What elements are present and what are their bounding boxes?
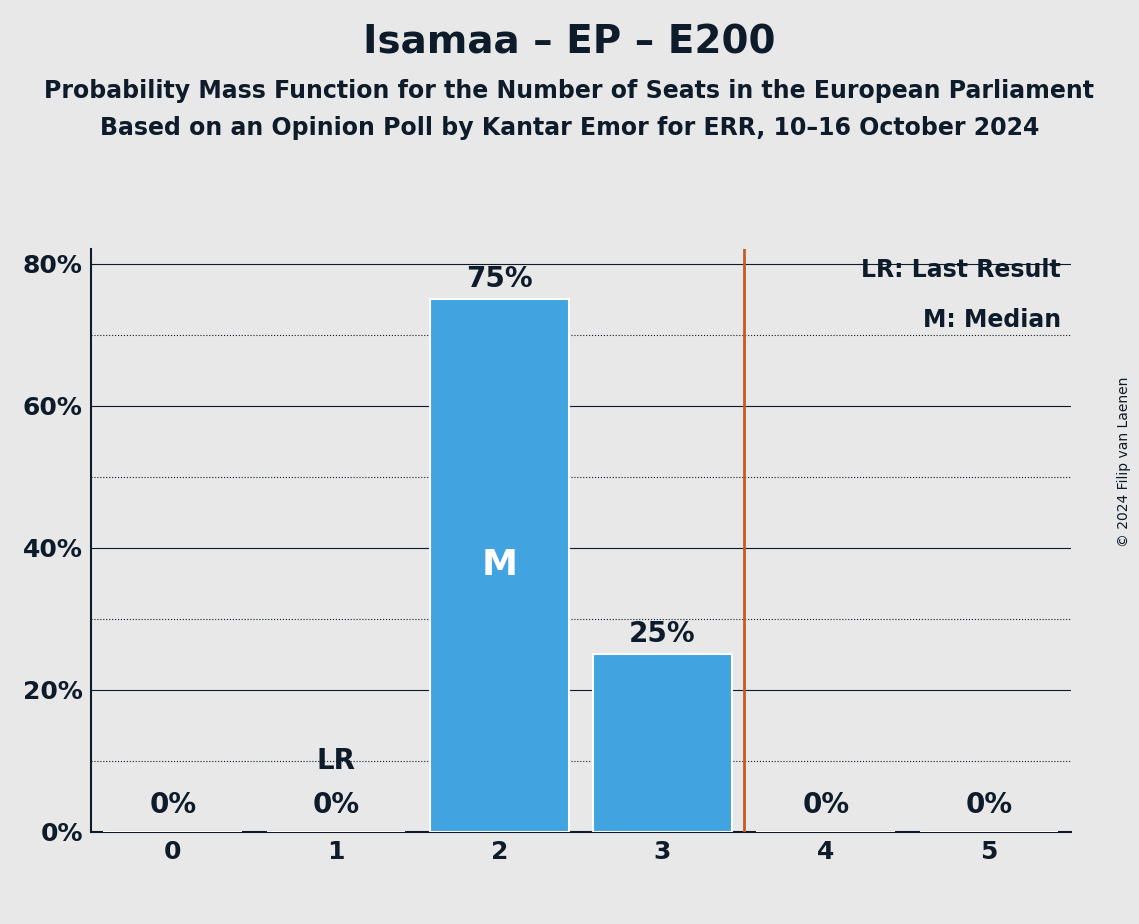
- Text: Probability Mass Function for the Number of Seats in the European Parliament: Probability Mass Function for the Number…: [44, 79, 1095, 103]
- Bar: [429, 299, 568, 832]
- Text: LR: LR: [317, 747, 355, 774]
- Text: M: M: [482, 548, 517, 582]
- Text: © 2024 Filip van Laenen: © 2024 Filip van Laenen: [1117, 377, 1131, 547]
- Text: M: Median: M: Median: [923, 308, 1060, 332]
- Bar: [593, 654, 732, 832]
- Text: 75%: 75%: [466, 265, 533, 294]
- Text: 0%: 0%: [966, 791, 1013, 819]
- Text: Isamaa – EP – E200: Isamaa – EP – E200: [363, 23, 776, 61]
- Text: 0%: 0%: [149, 791, 196, 819]
- Text: Based on an Opinion Poll by Kantar Emor for ERR, 10–16 October 2024: Based on an Opinion Poll by Kantar Emor …: [100, 116, 1039, 140]
- Text: LR: Last Result: LR: Last Result: [861, 258, 1060, 282]
- Text: 0%: 0%: [312, 791, 360, 819]
- Text: 0%: 0%: [802, 791, 850, 819]
- Text: 25%: 25%: [629, 620, 696, 649]
